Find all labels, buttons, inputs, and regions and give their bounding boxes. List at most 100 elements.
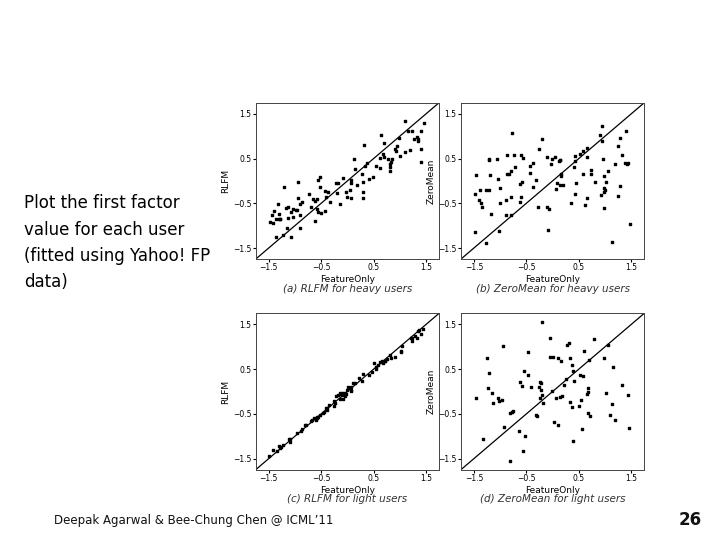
Point — [494, 199, 505, 207]
Point — [361, 158, 372, 167]
Point — [346, 179, 357, 187]
Point — [374, 163, 386, 172]
Text: Y: Y — [18, 513, 27, 526]
Point — [306, 203, 318, 212]
Point — [483, 368, 495, 377]
Point — [317, 409, 328, 417]
Point — [279, 183, 290, 191]
Point — [563, 339, 575, 347]
Point — [277, 441, 289, 449]
Point — [356, 376, 368, 385]
Point — [336, 390, 347, 399]
Point — [621, 160, 633, 168]
Point — [501, 151, 513, 160]
Point — [577, 347, 589, 356]
Point — [546, 155, 557, 164]
Point — [606, 400, 618, 408]
Point — [289, 206, 301, 215]
Point — [371, 161, 382, 170]
Point — [535, 379, 546, 387]
Point — [418, 119, 430, 127]
Point — [292, 194, 303, 203]
Point — [616, 151, 627, 159]
Point — [385, 158, 397, 166]
Point — [575, 395, 587, 404]
Point — [339, 392, 351, 401]
Point — [506, 128, 518, 137]
Point — [358, 178, 369, 186]
Text: Deepak Agarwal & Bee-Chung Chen @ ICML’11: Deepak Agarwal & Bee-Chung Chen @ ICML’1… — [54, 514, 333, 526]
Point — [536, 318, 548, 326]
Point — [481, 354, 492, 362]
Point — [544, 353, 555, 362]
Point — [295, 427, 307, 435]
Point — [493, 397, 505, 406]
Point — [582, 387, 594, 396]
Point — [359, 162, 371, 171]
Point — [384, 167, 396, 176]
Point — [345, 193, 356, 202]
Point — [551, 185, 562, 193]
Point — [287, 213, 299, 221]
Point — [311, 194, 323, 203]
Point — [264, 218, 275, 226]
Point — [569, 152, 580, 161]
Point — [483, 186, 495, 195]
Point — [531, 411, 542, 420]
Point — [384, 351, 395, 360]
Point — [552, 354, 563, 363]
Point — [502, 170, 513, 178]
Point — [357, 194, 369, 202]
Point — [608, 416, 620, 424]
Point — [367, 173, 379, 182]
Point — [269, 206, 280, 215]
Point — [598, 154, 609, 163]
Point — [363, 371, 374, 380]
Point — [357, 188, 369, 197]
Point — [348, 155, 360, 164]
Point — [331, 188, 343, 197]
Point — [274, 214, 286, 223]
Y-axis label: RLFM: RLFM — [221, 380, 230, 403]
Point — [574, 150, 585, 158]
Point — [386, 354, 397, 362]
Point — [598, 171, 610, 180]
Point — [513, 426, 525, 435]
Point — [346, 383, 357, 391]
Point — [315, 209, 327, 218]
Point — [349, 164, 361, 173]
Point — [305, 416, 317, 425]
Point — [359, 141, 370, 150]
Point — [569, 157, 580, 165]
Point — [404, 145, 415, 154]
Point — [417, 325, 428, 333]
Point — [280, 204, 292, 212]
Point — [564, 199, 576, 207]
Point — [547, 353, 559, 361]
Point — [545, 160, 557, 169]
Point — [617, 381, 629, 390]
Point — [500, 195, 512, 204]
Point — [384, 159, 396, 168]
Point — [612, 142, 624, 151]
Point — [518, 154, 529, 163]
Point — [379, 357, 391, 366]
Point — [393, 134, 405, 143]
Point — [581, 144, 593, 152]
Point — [614, 133, 626, 142]
Point — [334, 395, 346, 403]
Point — [285, 208, 297, 217]
Point — [312, 413, 323, 422]
Point — [274, 443, 286, 452]
Point — [330, 179, 342, 187]
Point — [564, 354, 576, 363]
Point — [307, 195, 319, 204]
Point — [543, 204, 554, 213]
Point — [554, 156, 566, 164]
Point — [497, 342, 508, 350]
Point — [491, 155, 503, 164]
Point — [312, 208, 323, 217]
X-axis label: FeatureOnly: FeatureOnly — [320, 275, 375, 284]
Point — [273, 215, 284, 224]
Point — [482, 384, 494, 393]
